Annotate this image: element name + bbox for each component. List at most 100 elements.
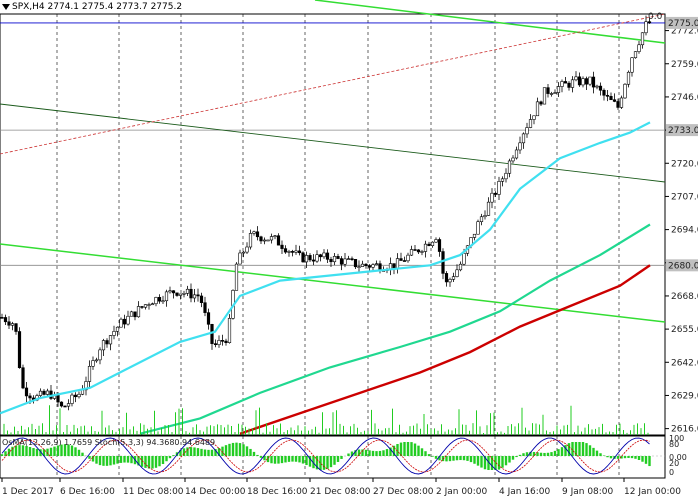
osma-bar bbox=[410, 442, 413, 456]
osma-bar bbox=[98, 456, 102, 466]
candle-body bbox=[553, 92, 557, 94]
time-axis-label: 9 Jan 08:00 bbox=[562, 487, 614, 497]
time-axis-label: 11 Dec 08:00 bbox=[123, 487, 184, 497]
osma-bar bbox=[585, 443, 588, 456]
candle-body bbox=[542, 87, 547, 105]
osma-bar bbox=[46, 448, 49, 456]
candle-body bbox=[504, 172, 508, 180]
osma-bar bbox=[480, 456, 483, 468]
candle-body bbox=[420, 251, 424, 253]
osma-bar bbox=[525, 452, 529, 456]
candle-body bbox=[105, 340, 109, 345]
header-dropdown-icon[interactable] bbox=[2, 4, 10, 10]
osma-bar bbox=[266, 456, 270, 463]
osma-bar bbox=[469, 456, 473, 463]
osma-bar bbox=[151, 456, 154, 469]
candle-body bbox=[518, 142, 522, 151]
candle-body bbox=[423, 243, 428, 252]
osma-bar bbox=[427, 454, 431, 456]
osma-bar bbox=[532, 451, 536, 456]
candle-body bbox=[406, 254, 410, 262]
candle-body bbox=[241, 251, 246, 254]
osma-bar bbox=[49, 447, 53, 456]
osma-bar bbox=[270, 456, 273, 464]
osma-bar bbox=[263, 456, 266, 461]
candle-body bbox=[91, 360, 95, 367]
price-tick-label: 2694.0 bbox=[671, 226, 698, 236]
candle-body bbox=[528, 119, 533, 128]
candle-body bbox=[605, 94, 610, 97]
candle-body bbox=[560, 81, 564, 87]
osma-bar bbox=[221, 446, 224, 456]
osma-bar bbox=[354, 450, 357, 456]
osma-bar bbox=[256, 454, 259, 456]
osma-bar bbox=[301, 456, 305, 464]
candle-body bbox=[332, 256, 337, 263]
candle-body bbox=[451, 276, 456, 280]
candle-body bbox=[399, 258, 403, 261]
candle-body bbox=[112, 331, 116, 336]
candle-body bbox=[224, 340, 228, 344]
candle-body bbox=[325, 252, 330, 260]
osma-bar bbox=[277, 456, 280, 464]
osma-bar bbox=[308, 456, 312, 467]
osma-bar bbox=[399, 442, 403, 456]
candle-body bbox=[94, 359, 99, 362]
candle-body bbox=[581, 78, 585, 86]
osc-axis-label: 20 bbox=[669, 459, 679, 468]
osc-axis-label: 0 bbox=[669, 468, 674, 477]
candle-body bbox=[507, 160, 512, 174]
osma-bar bbox=[207, 449, 210, 456]
candle-body bbox=[350, 258, 354, 260]
candle-body bbox=[21, 367, 25, 389]
candle-body bbox=[448, 278, 452, 283]
candle-body bbox=[479, 216, 484, 222]
osma-bar bbox=[172, 455, 175, 456]
osma-bar bbox=[168, 456, 172, 459]
osma-bar bbox=[326, 456, 329, 469]
oscillator-legend: OsMA(12,26,9) 1.7659 Stoch(5,3,3) 94.368… bbox=[2, 438, 215, 447]
osma-bar bbox=[375, 451, 378, 456]
osma-bar bbox=[616, 456, 620, 459]
stoch-signal-line bbox=[1, 439, 650, 473]
candle-body bbox=[427, 243, 431, 247]
candle-body bbox=[602, 89, 606, 96]
candle-body bbox=[206, 312, 211, 325]
osma-bar bbox=[350, 451, 354, 456]
candle-body bbox=[472, 233, 477, 238]
osma-bar bbox=[25, 446, 28, 456]
osma-bar bbox=[77, 449, 81, 456]
candle-body bbox=[255, 231, 260, 238]
osma-bar bbox=[588, 445, 592, 456]
osma-bar bbox=[417, 445, 420, 456]
candle-body bbox=[367, 265, 372, 268]
osma-bar bbox=[123, 456, 126, 463]
candle-body bbox=[567, 82, 571, 88]
candle-body bbox=[360, 263, 365, 267]
candle-body bbox=[521, 133, 526, 144]
osma-bar bbox=[476, 456, 480, 466]
candle-body bbox=[115, 326, 120, 332]
osma-bar bbox=[623, 456, 627, 459]
osma-bar bbox=[592, 447, 595, 456]
candle-body bbox=[591, 76, 596, 88]
regression-line bbox=[0, 13, 666, 155]
osma-bar bbox=[53, 446, 56, 456]
candle-body bbox=[164, 291, 169, 302]
osma-bar bbox=[557, 449, 560, 456]
osma-bar bbox=[203, 449, 207, 456]
osma-bar bbox=[28, 447, 32, 456]
candle-body bbox=[56, 394, 60, 403]
osma-bar bbox=[529, 451, 532, 456]
osma-bar bbox=[56, 445, 60, 456]
candle-body bbox=[357, 266, 361, 268]
osma-bar bbox=[508, 456, 511, 463]
osma-bar bbox=[396, 443, 399, 456]
osma-bar bbox=[560, 447, 564, 456]
osma-bar bbox=[161, 456, 165, 465]
osma-bar bbox=[182, 448, 186, 456]
candle-body bbox=[525, 127, 529, 135]
candle-body bbox=[511, 157, 515, 162]
